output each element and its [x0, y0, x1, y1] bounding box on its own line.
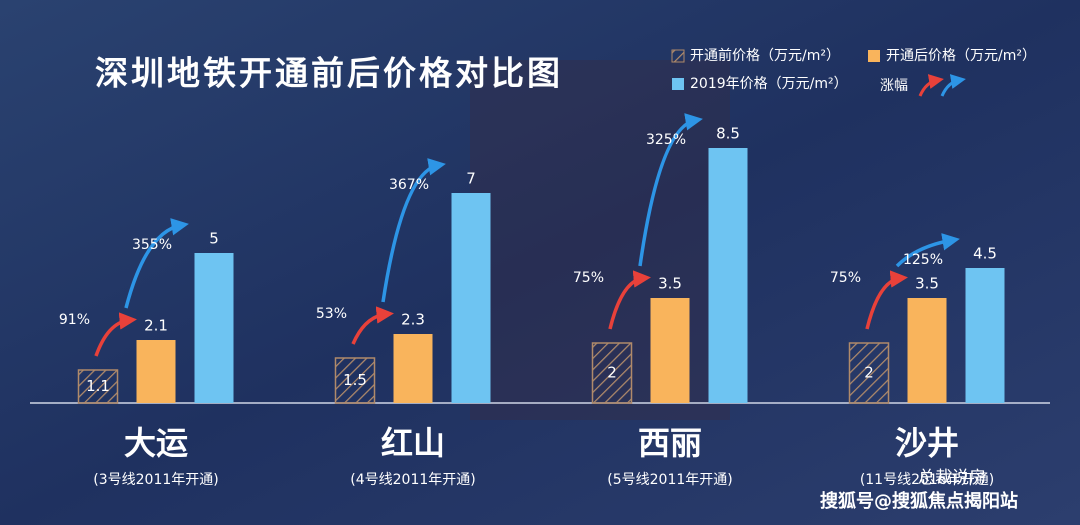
- category-note: (3号线2011年开通): [93, 472, 218, 488]
- growth-label: 125%: [903, 252, 943, 268]
- growth-label: 325%: [646, 132, 686, 148]
- category-note: (11号线2016年开通): [860, 472, 994, 488]
- growth-arrow: [381, 158, 446, 303]
- growth-label: 75%: [573, 270, 604, 286]
- category-label: 大运: [124, 424, 188, 462]
- legend-swatch: [671, 49, 685, 63]
- value-label: 8.5: [716, 125, 740, 143]
- legend-label: 开通前价格（万元/m²）: [690, 47, 840, 64]
- chart-title: 深圳地铁开通前后价格对比图: [95, 54, 563, 93]
- bar: [136, 340, 176, 403]
- legend-label: 涨幅: [880, 78, 908, 94]
- value-label: 2: [864, 364, 874, 382]
- growth-arrow: [608, 270, 651, 330]
- bar: [334, 357, 376, 404]
- category-note: (5号线2011年开通): [607, 472, 732, 488]
- legend-swatch: [868, 50, 880, 62]
- bar: [194, 253, 234, 403]
- value-label: 5: [209, 230, 219, 248]
- growth-label: 53%: [316, 306, 347, 322]
- bar: [650, 298, 690, 403]
- watermark: 总裁说房: [918, 468, 986, 488]
- legend-arrow: [940, 74, 966, 97]
- value-label: 2.3: [401, 311, 425, 329]
- value-label: 4.5: [973, 245, 997, 263]
- bar: [965, 268, 1005, 403]
- value-label: 1.5: [343, 371, 367, 389]
- growth-label: 75%: [830, 270, 861, 286]
- bar: [451, 193, 491, 403]
- growth-arrow: [865, 270, 908, 330]
- bar: [77, 369, 119, 404]
- legend-arrow: [918, 74, 944, 97]
- value-label: 7: [466, 170, 476, 188]
- category-note: (4号线2011年开通): [350, 472, 475, 488]
- value-label: 2: [607, 364, 617, 382]
- growth-arrow: [351, 306, 394, 345]
- category-label: 红山: [381, 424, 445, 462]
- category-label: 沙井: [895, 424, 959, 462]
- growth-arrow: [124, 218, 189, 309]
- bar: [393, 334, 433, 403]
- growth-label: 355%: [132, 237, 172, 253]
- value-label: 2.1: [144, 317, 168, 335]
- value-label: 1.1: [86, 377, 110, 395]
- bar: [848, 342, 890, 404]
- legend: 开通前价格（万元/m²） 开通后价格（万元/m²） 2019年价格（万元/m²） 涨幅: [671, 47, 1036, 97]
- growth-arrow: [94, 312, 137, 357]
- growth-label: 367%: [389, 177, 429, 193]
- bar: [907, 298, 947, 403]
- legend-swatch: [672, 78, 684, 90]
- legend-label: 开通后价格（万元/m²）: [886, 48, 1036, 64]
- bar: [708, 148, 748, 403]
- category-label: 西丽: [638, 424, 702, 462]
- watermark: 搜狐号@搜狐焦点揭阳站: [820, 490, 1018, 512]
- growth-arrow: [895, 233, 960, 268]
- value-label: 3.5: [915, 275, 939, 293]
- bar: [591, 342, 633, 404]
- legend-label: 2019年价格（万元/m²）: [690, 76, 848, 92]
- growth-label: 91%: [59, 312, 90, 328]
- growth-arrow: [638, 113, 703, 267]
- value-label: 3.5: [658, 275, 682, 293]
